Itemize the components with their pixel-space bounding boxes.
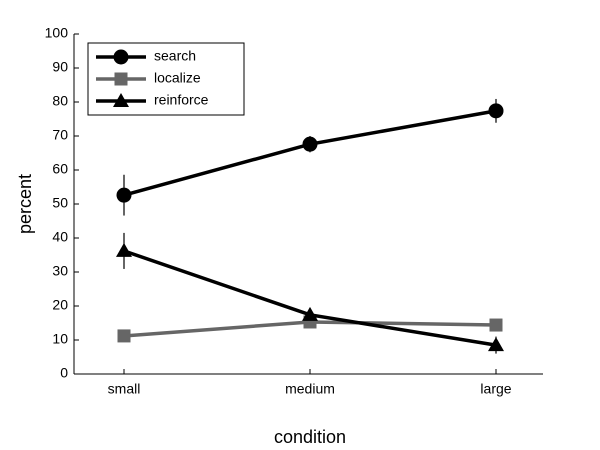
series-line [123, 109, 497, 197]
y-tick-label: 10 [52, 331, 68, 347]
marker [488, 337, 504, 352]
y-tick-label: 0 [60, 365, 68, 381]
x-tick-label: large [480, 381, 511, 397]
y-tick-label: 20 [52, 297, 68, 313]
y-tick-label: 70 [52, 127, 68, 143]
x-tick-label: medium [285, 381, 335, 397]
marker [116, 187, 132, 203]
y-tick-label: 40 [52, 229, 68, 245]
y-axis-title: percent [15, 174, 35, 234]
marker [489, 318, 503, 332]
marker [488, 103, 504, 119]
y-tick-label: 30 [52, 263, 68, 279]
y-tick-label: 90 [52, 59, 68, 75]
legend-label: search [154, 48, 196, 64]
marker [113, 93, 129, 107]
legend-label: localize [154, 70, 201, 86]
marker [116, 242, 132, 257]
x-axis-title: condition [274, 427, 346, 447]
marker [114, 72, 128, 86]
y-tick-label: 50 [52, 195, 68, 211]
y-tick-label: 60 [52, 161, 68, 177]
marker [117, 329, 131, 343]
marker [302, 136, 318, 152]
y-tick-label: 100 [45, 25, 69, 41]
marker [113, 49, 129, 65]
y-tick-label: 80 [52, 93, 68, 109]
x-tick-label: small [108, 381, 141, 397]
marker [302, 306, 318, 321]
legend-label: reinforce [154, 92, 209, 108]
